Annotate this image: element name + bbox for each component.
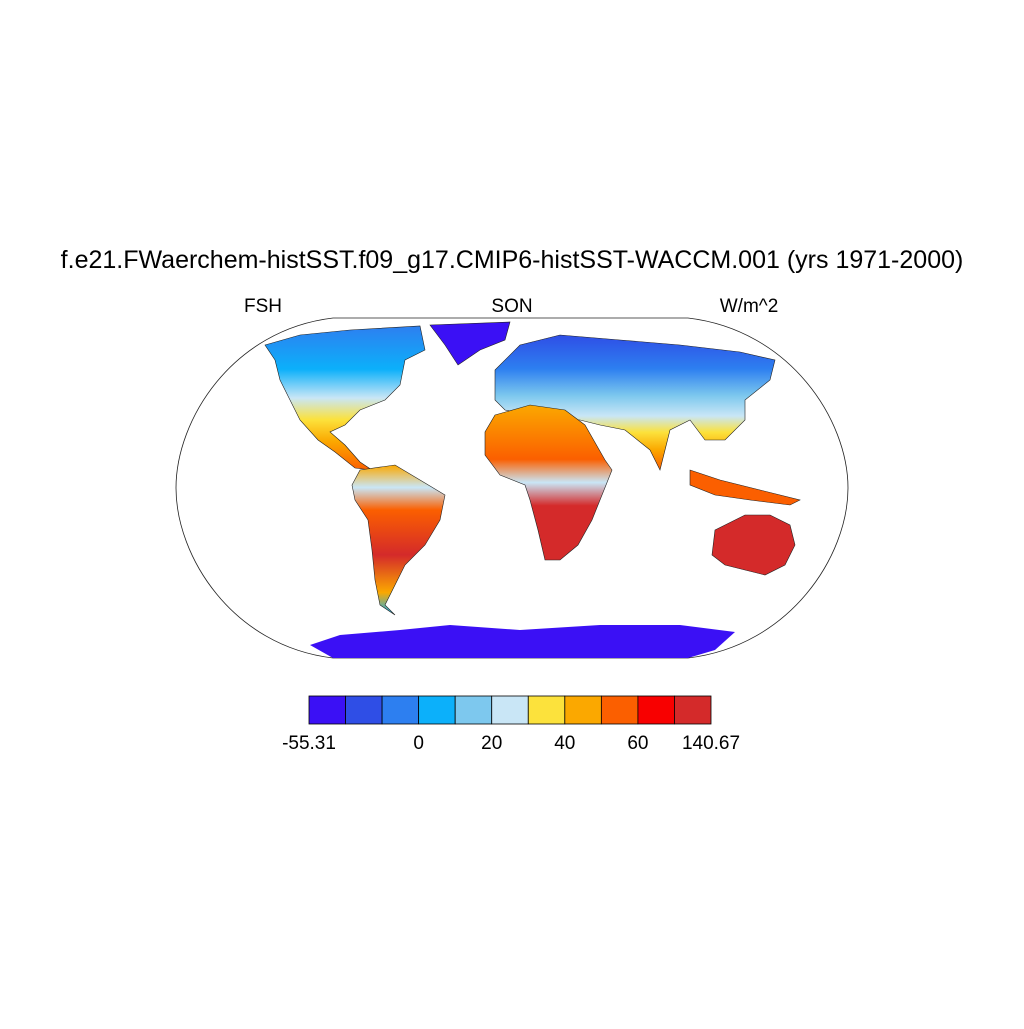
africa	[484, 404, 613, 561]
title: f.e21.FWaerchem-histSST.f09_g17.CMIP6-hi…	[61, 246, 964, 274]
colorbar-box	[527, 695, 566, 725]
colorbar-label: 0	[413, 733, 424, 754]
australia	[711, 514, 796, 576]
colorbar-box	[600, 695, 639, 725]
north-america	[264, 325, 426, 471]
colorbar-box	[381, 695, 420, 725]
colorbar-label: 20	[481, 733, 502, 754]
colorbar-label: -55.31	[282, 733, 336, 754]
center-label: SON	[491, 296, 532, 317]
left-label: FSH	[244, 296, 282, 317]
colorbar-label: 40	[554, 733, 575, 754]
right-label: W/m^2	[720, 296, 779, 317]
colorbar-box	[454, 695, 493, 725]
colorbar-label: 60	[627, 733, 648, 754]
south-america	[351, 464, 446, 616]
colorbar-box	[418, 695, 456, 725]
colorbar-box	[345, 695, 383, 725]
antarctica	[310, 625, 735, 658]
map	[175, 317, 849, 659]
southeast-asia	[689, 469, 801, 506]
colorbar: -55.31 0 20 40 60 140.67	[282, 695, 740, 754]
colorbar-box	[564, 695, 602, 725]
colorbar-box	[637, 695, 675, 725]
colorbar-box	[491, 695, 529, 725]
colorbar-label: 140.67	[682, 733, 740, 754]
colorbar-box	[308, 695, 346, 725]
colorbar-box	[674, 695, 712, 725]
greenland	[429, 321, 511, 366]
